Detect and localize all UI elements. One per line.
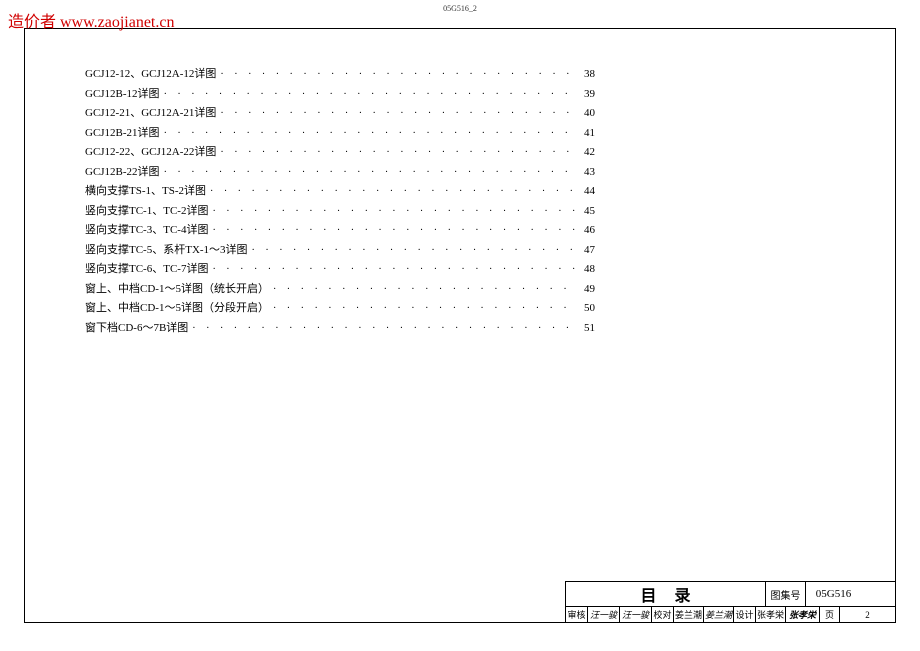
page-number: 2: [840, 607, 895, 622]
toc-entry-label: GCJ12B-21详图: [85, 128, 160, 139]
toc-entry-label: 竖向支撑TC-1、TC-2详图: [85, 206, 208, 217]
toc-leader-dots: · · · · · · · · · · · · · · · · · · · · …: [216, 109, 575, 119]
toc-leader-dots: · · · · · · · · · · · · · · · · · · · · …: [216, 70, 575, 80]
review-signature-2: 汪一骏: [620, 607, 652, 622]
title-block-top-row: 目录 图集号 05G516: [566, 582, 895, 606]
toc-entry-page: 42: [575, 147, 595, 158]
toc-entry-page: 51: [575, 323, 595, 334]
toc-entry-label: GCJ12B-12详图: [85, 89, 160, 100]
toc-leader-dots: · · · · · · · · · · · · · · · · · · · · …: [160, 90, 575, 100]
toc-leader-dots: · · · · · · · · · · · · · · · · · · · · …: [248, 246, 575, 256]
toc-entry-label: GCJ12B-22详图: [85, 167, 160, 178]
toc-entry-page: 50: [575, 303, 595, 314]
toc-entry-label: 窗上、中档CD-1～5详图（统长开启）: [85, 284, 269, 295]
toc-entry-page: 38: [575, 69, 595, 80]
toc-entry: 横向支撑TS-1、TS-2详图· · · · · · · · · · · · ·…: [85, 186, 595, 197]
toc-leader-dots: · · · · · · · · · · · · · · · · · · · · …: [188, 324, 575, 334]
check-name: 姜兰潮: [674, 607, 704, 622]
toc-entry: 窗下档CD-6～7B详图· · · · · · · · · · · · · · …: [85, 323, 595, 334]
toc-entry: 窗上、中档CD-1～5详图（统长开启）· · · · · · · · · · ·…: [85, 284, 595, 295]
toc-leader-dots: · · · · · · · · · · · · · · · · · · · · …: [269, 285, 575, 295]
toc-entry-label: 竖向支撑TC-5、系杆TX-1～3详图: [85, 245, 248, 256]
toc-entry: 窗上、中档CD-1～5详图（分段开启）· · · · · · · · · · ·…: [85, 303, 595, 314]
toc-leader-dots: · · · · · · · · · · · · · · · · · · · · …: [216, 148, 575, 158]
toc-entry-label: 竖向支撑TC-6、TC-7详图: [85, 264, 208, 275]
toc-entry-label: 窗下档CD-6～7B详图: [85, 323, 188, 334]
design-label: 设计: [734, 607, 756, 622]
toc-entry: 竖向支撑TC-3、TC-4详图· · · · · · · · · · · · ·…: [85, 225, 595, 236]
toc-leader-dots: · · · · · · · · · · · · · · · · · · · · …: [208, 226, 575, 236]
toc-entry-page: 40: [575, 108, 595, 119]
set-number-value: 05G516: [806, 582, 861, 606]
toc-entry: GCJ12B-21详图· · · · · · · · · · · · · · ·…: [85, 128, 595, 139]
page-header-id: 05G516_2: [443, 4, 477, 13]
page-label: 页: [820, 607, 840, 622]
toc-entry-label: GCJ12-12、GCJ12A-12详图: [85, 69, 216, 80]
toc-entry: GCJ12-22、GCJ12A-22详图· · · · · · · · · · …: [85, 147, 595, 158]
toc-list: GCJ12-12、GCJ12A-12详图· · · · · · · · · · …: [85, 69, 595, 342]
toc-leader-dots: · · · · · · · · · · · · · · · · · · · · …: [269, 304, 575, 314]
watermark-text: 造价者 www.zaojianet.cn: [8, 8, 174, 32]
review-signature: 汪一骏: [588, 607, 620, 622]
check-label: 校对: [652, 607, 674, 622]
toc-entry-page: 41: [575, 128, 595, 139]
toc-leader-dots: · · · · · · · · · · · · · · · · · · · · …: [206, 187, 575, 197]
title-block: 目录 图集号 05G516 审核 汪一骏 汪一骏 校对 姜兰潮 姜兰潮 设计 张…: [565, 581, 895, 622]
design-name: 张孝栄: [756, 607, 786, 622]
toc-entry: GCJ12-21、GCJ12A-21详图· · · · · · · · · · …: [85, 108, 595, 119]
toc-entry-page: 46: [575, 225, 595, 236]
toc-entry-label: 竖向支撑TC-3、TC-4详图: [85, 225, 208, 236]
toc-entry: GCJ12B-12详图· · · · · · · · · · · · · · ·…: [85, 89, 595, 100]
toc-entry-label: GCJ12-22、GCJ12A-22详图: [85, 147, 216, 158]
page-border: GCJ12-12、GCJ12A-12详图· · · · · · · · · · …: [24, 28, 896, 623]
toc-leader-dots: · · · · · · · · · · · · · · · · · · · · …: [208, 207, 575, 217]
toc-entry-page: 45: [575, 206, 595, 217]
toc-entry-page: 49: [575, 284, 595, 295]
toc-leader-dots: · · · · · · · · · · · · · · · · · · · · …: [160, 168, 575, 178]
check-signature: 姜兰潮: [704, 607, 734, 622]
design-signature: 张孝栄: [786, 607, 820, 622]
title-block-bottom-row: 审核 汪一骏 汪一骏 校对 姜兰潮 姜兰潮 设计 张孝栄 张孝栄 页 2: [566, 606, 895, 622]
toc-entry-page: 48: [575, 264, 595, 275]
toc-entry-page: 47: [575, 245, 595, 256]
review-label: 审核: [566, 607, 588, 622]
toc-entry: 竖向支撑TC-6、TC-7详图· · · · · · · · · · · · ·…: [85, 264, 595, 275]
toc-entry: 竖向支撑TC-5、系杆TX-1～3详图· · · · · · · · · · ·…: [85, 245, 595, 256]
toc-leader-dots: · · · · · · · · · · · · · · · · · · · · …: [208, 265, 575, 275]
set-number-label: 图集号: [766, 582, 806, 606]
toc-entry-page: 44: [575, 186, 595, 197]
toc-entry-page: 43: [575, 167, 595, 178]
toc-entry-label: 窗上、中档CD-1～5详图（分段开启）: [85, 303, 269, 314]
toc-entry: 竖向支撑TC-1、TC-2详图· · · · · · · · · · · · ·…: [85, 206, 595, 217]
toc-entry-label: GCJ12-21、GCJ12A-21详图: [85, 108, 216, 119]
toc-leader-dots: · · · · · · · · · · · · · · · · · · · · …: [160, 129, 575, 139]
toc-entry: GCJ12B-22详图· · · · · · · · · · · · · · ·…: [85, 167, 595, 178]
toc-entry-label: 横向支撑TS-1、TS-2详图: [85, 186, 206, 197]
toc-entry: GCJ12-12、GCJ12A-12详图· · · · · · · · · · …: [85, 69, 595, 80]
toc-entry-page: 39: [575, 89, 595, 100]
doc-title: 目录: [566, 582, 766, 606]
